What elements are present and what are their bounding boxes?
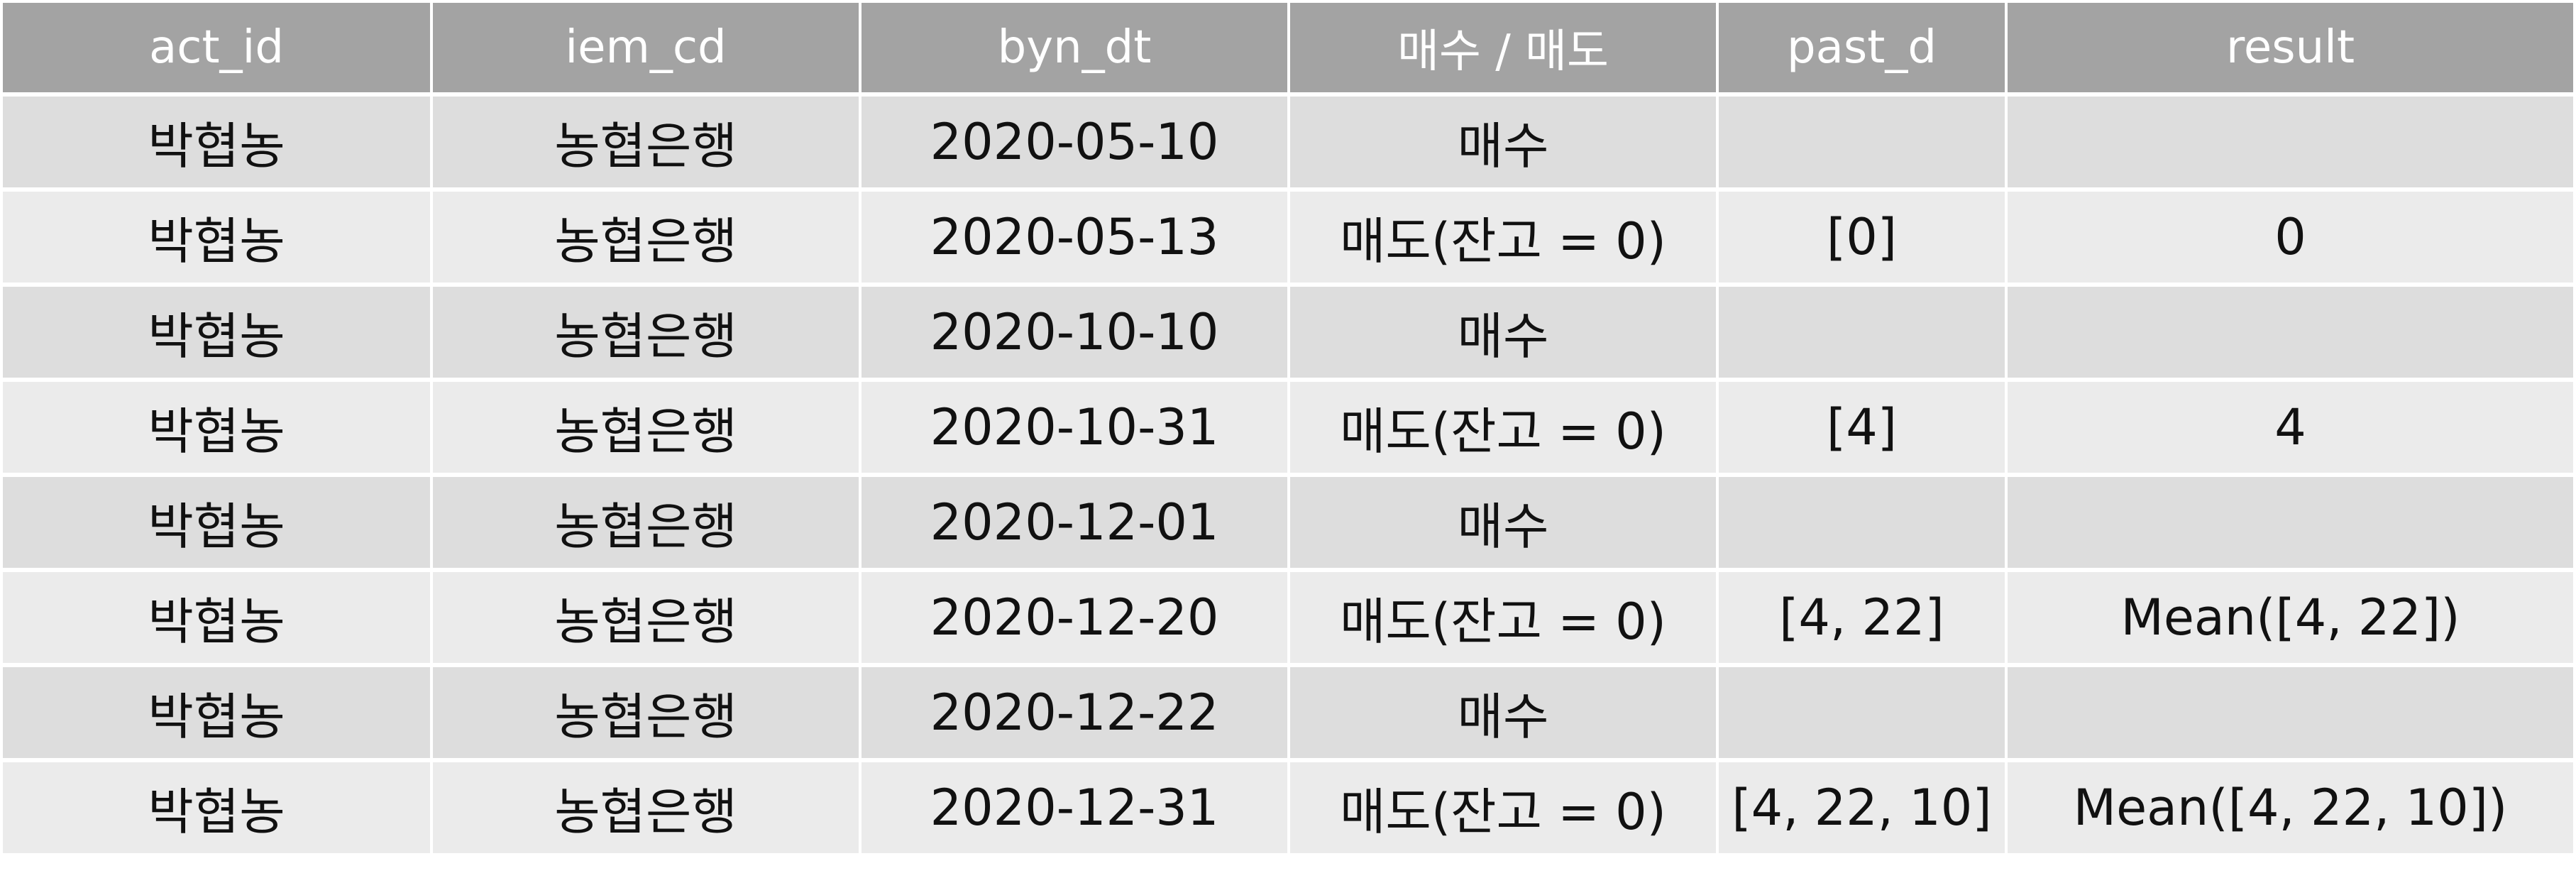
table-cell-result	[2006, 665, 2573, 762]
table-cell-buy-sell: 매도(잔고 = 0)	[1289, 760, 1719, 853]
header-cell-past-d: past_d	[1717, 3, 2008, 97]
table-body: 박협농 농협은행 2020-05-10 매수 박협농 농협은행 2020-05-13 매도(잔…	[3, 94, 2573, 853]
header-cell-act-id: act_id	[3, 3, 433, 97]
header-cell-byn-dt: byn_dt	[860, 3, 1290, 97]
table-header: act_id iem_cd byn_dt 매수 / 매도 past_d resu…	[3, 3, 2573, 97]
table-cell-byn-dt: 2020-10-10	[860, 285, 1290, 382]
header-cell-buy-sell: 매수 / 매도	[1289, 3, 1719, 97]
table-container: act_id iem_cd byn_dt 매수 / 매도 past_d resu…	[3, 3, 2573, 853]
table-cell-buy-sell: 매도(잔고 = 0)	[1289, 380, 1719, 477]
table-cell-result	[2006, 94, 2573, 192]
table-cell-byn-dt: 2020-12-31	[860, 760, 1290, 853]
table-cell-result: Mean([4, 22, 10])	[2006, 760, 2573, 853]
table-cell-iem-cd: 농협은행	[431, 285, 862, 382]
table-cell-past-d	[1717, 285, 2008, 382]
table-cell-act-id: 박협농	[3, 760, 433, 853]
table-row: 박협농 농협은행 2020-12-31 매도(잔고 = 0) [4, 22, 10] Me…	[3, 760, 2573, 853]
data-table: act_id iem_cd byn_dt 매수 / 매도 past_d resu…	[3, 3, 2573, 853]
table-cell-act-id: 박협농	[3, 285, 433, 382]
table-cell-iem-cd: 농협은행	[431, 665, 862, 762]
table-row: 박협농 농협은행 2020-10-10 매수	[3, 285, 2573, 382]
table-cell-byn-dt: 2020-05-10	[860, 94, 1290, 192]
table-row: 박협농 농협은행 2020-10-31 매도(잔고 = 0) [4] 4	[3, 380, 2573, 477]
table-cell-act-id: 박협농	[3, 665, 433, 762]
table-row: 박협농 농협은행 2020-05-13 매도(잔고 = 0) [0] 0	[3, 190, 2573, 287]
table-row: 박협농 농협은행 2020-12-20 매도(잔고 = 0) [4, 22] Mean([…	[3, 570, 2573, 667]
table-cell-past-d	[1717, 94, 2008, 192]
table-cell-byn-dt: 2020-12-01	[860, 475, 1290, 572]
header-cell-result: result	[2006, 3, 2573, 97]
table-cell-past-d: [4, 22]	[1717, 570, 2008, 667]
table-cell-buy-sell: 매수	[1289, 94, 1719, 192]
header-cell-iem-cd: iem_cd	[431, 3, 862, 97]
table-cell-past-d	[1717, 475, 2008, 572]
table-cell-past-d: [4]	[1717, 380, 2008, 477]
table-cell-buy-sell: 매수	[1289, 475, 1719, 572]
table-cell-buy-sell: 매도(잔고 = 0)	[1289, 190, 1719, 287]
table-cell-result	[2006, 475, 2573, 572]
table-row: 박협농 농협은행 2020-05-10 매수	[3, 94, 2573, 192]
table-cell-past-d: [4, 22, 10]	[1717, 760, 2008, 853]
table-cell-iem-cd: 농협은행	[431, 94, 862, 192]
table-row: 박협농 농협은행 2020-12-22 매수	[3, 665, 2573, 762]
table-cell-past-d	[1717, 665, 2008, 762]
table-cell-byn-dt: 2020-12-20	[860, 570, 1290, 667]
table-cell-buy-sell: 매수	[1289, 665, 1719, 762]
table-cell-iem-cd: 농협은행	[431, 760, 862, 853]
table-cell-buy-sell: 매수	[1289, 285, 1719, 382]
table-cell-act-id: 박협농	[3, 570, 433, 667]
table-cell-iem-cd: 농협은행	[431, 380, 862, 477]
header-row: act_id iem_cd byn_dt 매수 / 매도 past_d resu…	[3, 3, 2573, 97]
table-cell-buy-sell: 매도(잔고 = 0)	[1289, 570, 1719, 667]
table-cell-iem-cd: 농협은행	[431, 570, 862, 667]
table-cell-act-id: 박협농	[3, 94, 433, 192]
table-cell-result: 4	[2006, 380, 2573, 477]
table-row: 박협농 농협은행 2020-12-01 매수	[3, 475, 2573, 572]
table-cell-byn-dt: 2020-05-13	[860, 190, 1290, 287]
table-cell-act-id: 박협농	[3, 475, 433, 572]
table-cell-act-id: 박협농	[3, 190, 433, 287]
table-cell-result	[2006, 285, 2573, 382]
table-cell-act-id: 박협농	[3, 380, 433, 477]
table-cell-result: Mean([4, 22])	[2006, 570, 2573, 667]
table-cell-result: 0	[2006, 190, 2573, 287]
table-cell-iem-cd: 농협은행	[431, 190, 862, 287]
table-cell-past-d: [0]	[1717, 190, 2008, 287]
table-cell-byn-dt: 2020-12-22	[860, 665, 1290, 762]
table-cell-iem-cd: 농협은행	[431, 475, 862, 572]
table-cell-byn-dt: 2020-10-31	[860, 380, 1290, 477]
